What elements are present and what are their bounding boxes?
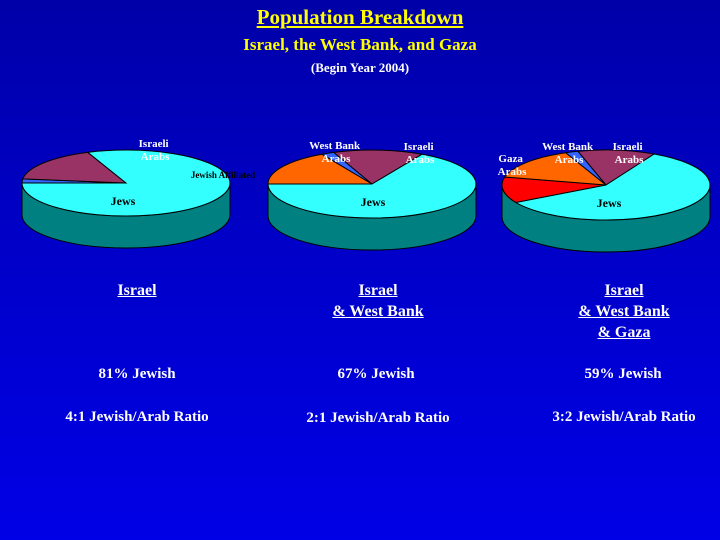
- region-line: Israel: [604, 282, 644, 299]
- jewish-pct-israel-west-bank: 67% Jewish: [337, 366, 415, 382]
- region-line: Israel: [117, 282, 157, 299]
- pie-slice-israeli-arabs: [577, 149, 656, 186]
- jewish-pct-israel: 81% Jewish: [98, 366, 176, 382]
- pie-slice-west-bank-arabs: [503, 152, 608, 186]
- pie-slice-israeli-arabs: [332, 149, 424, 185]
- label-jews-3: Jews: [597, 196, 622, 210]
- label-jews-2: Jews: [361, 195, 386, 209]
- region-line: & West Bank: [332, 303, 424, 320]
- pie-slice-jews: [21, 149, 231, 217]
- label-jews-1: Jews: [111, 194, 136, 208]
- label-west-bank-arabs-3: West Bank Arabs: [542, 141, 596, 166]
- page-title: Population Breakdown: [256, 5, 464, 29]
- pie-chart-israel: [21, 149, 231, 249]
- page-subtitle: Israel, the West Bank, and Gaza: [243, 35, 477, 54]
- region-caption-israel: Israel: [37, 280, 237, 301]
- region-line: Israel: [358, 282, 398, 299]
- pie-chart-israel-west-bank-gaza: [501, 149, 711, 253]
- label-israeli-arabs-2: Israeli Arabs: [404, 141, 437, 166]
- label-gaza-arabs-3: Gaza Arabs: [498, 153, 527, 178]
- pie-slice-israeli-arabs: [22, 151, 128, 184]
- region-caption-israel-west-bank: Israel & West Bank: [278, 280, 478, 322]
- ratio-israel-west-bank: 2:1 Jewish/Arab Ratio: [306, 410, 450, 426]
- ratio-israel: 4:1 Jewish/Arab Ratio: [65, 409, 209, 425]
- label-israeli-arabs-3: Israeli Arabs: [613, 141, 646, 166]
- region-caption-israel-west-bank-gaza: Israel & West Bank & Gaza: [524, 280, 720, 343]
- ratio-israel-west-bank-gaza: 3:2 Jewish/Arab Ratio: [552, 409, 696, 425]
- pie-chart-israel-west-bank: [267, 149, 477, 251]
- region-line: & West Bank: [578, 303, 670, 320]
- region-line: & Gaza: [597, 324, 651, 341]
- year-note: (Begin Year 2004): [310, 60, 410, 75]
- pie-slice-west-bank-arabs: [267, 153, 374, 185]
- pie-slice-jews: [267, 153, 477, 219]
- jewish-pct-israel-west-bank-gaza: 59% Jewish: [584, 366, 662, 382]
- pie-slice-jews: [514, 153, 711, 221]
- label-israeli-arabs-1: Israeli Arabs: [139, 138, 172, 163]
- label-west-bank-arabs-2: West Bank Arabs: [309, 140, 363, 165]
- label-jewish-affiliated-1: Jewish Affiliated: [191, 170, 255, 180]
